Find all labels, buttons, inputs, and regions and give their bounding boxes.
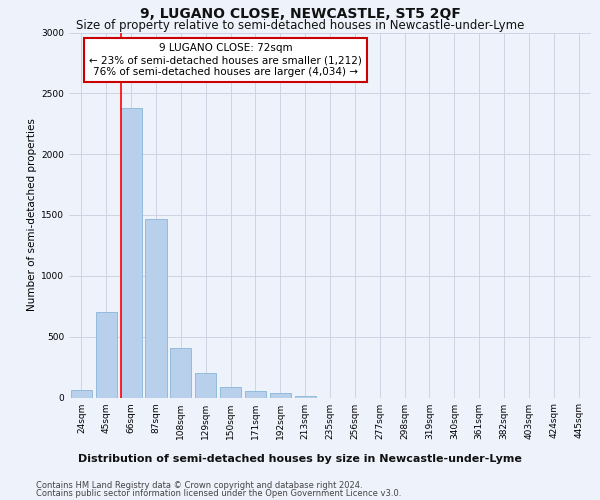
Text: 9, LUGANO CLOSE, NEWCASTLE, ST5 2QF: 9, LUGANO CLOSE, NEWCASTLE, ST5 2QF xyxy=(140,8,460,22)
Text: Distribution of semi-detached houses by size in Newcastle-under-Lyme: Distribution of semi-detached houses by … xyxy=(78,454,522,464)
Bar xyxy=(220,387,241,398)
Text: Size of property relative to semi-detached houses in Newcastle-under-Lyme: Size of property relative to semi-detach… xyxy=(76,19,524,32)
Bar xyxy=(295,396,316,398)
Bar xyxy=(145,218,167,398)
Text: Contains public sector information licensed under the Open Government Licence v3: Contains public sector information licen… xyxy=(36,489,401,498)
Y-axis label: Number of semi-detached properties: Number of semi-detached properties xyxy=(27,118,37,312)
Bar xyxy=(121,108,142,398)
Text: Contains HM Land Registry data © Crown copyright and database right 2024.: Contains HM Land Registry data © Crown c… xyxy=(36,481,362,490)
Bar xyxy=(170,348,191,398)
Bar xyxy=(195,372,216,398)
Text: 9 LUGANO CLOSE: 72sqm
← 23% of semi-detached houses are smaller (1,212)
76% of s: 9 LUGANO CLOSE: 72sqm ← 23% of semi-deta… xyxy=(89,44,362,76)
Bar xyxy=(245,391,266,398)
Bar xyxy=(96,312,117,398)
Bar xyxy=(71,390,92,398)
Bar xyxy=(270,393,291,398)
